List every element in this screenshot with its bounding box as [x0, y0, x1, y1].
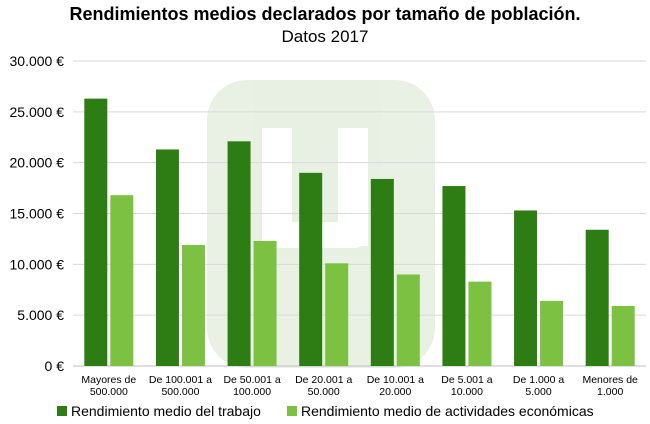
bar	[155, 149, 179, 366]
x-tick-label: De 10.001 a	[367, 374, 424, 386]
x-tick-label: De 20.001 a	[295, 374, 352, 386]
x-tick-label: Menores de	[582, 374, 638, 386]
bar	[514, 210, 538, 366]
bar	[84, 98, 108, 366]
y-tick-label: 15.000 €	[10, 206, 65, 222]
legend-swatch	[57, 406, 67, 416]
x-tick-label: 100.000	[233, 386, 271, 398]
x-tick-label: De 5.001 a	[441, 374, 493, 386]
y-tick-label: 25.000 €	[10, 104, 65, 120]
bar	[370, 178, 394, 366]
legend-label: Rendimiento medio de actividades económi…	[301, 403, 594, 419]
bar	[227, 141, 251, 366]
bar	[442, 186, 466, 366]
x-tick-label: De 100.001 a	[149, 374, 212, 386]
bar	[468, 281, 492, 366]
legend-swatch	[287, 406, 297, 416]
y-tick-label: 5.000 €	[17, 307, 64, 323]
x-tick-label: 10.000	[451, 386, 483, 398]
y-tick-label: 20.000 €	[10, 155, 65, 171]
x-tick-label: 1.000	[597, 386, 623, 398]
x-tick-label: 500.000	[90, 386, 128, 398]
y-tick-label: 30.000 €	[10, 53, 65, 69]
x-tick-label: 50.000	[308, 386, 340, 398]
y-tick-label: 0 €	[45, 358, 65, 374]
x-tick-label: 500.000	[161, 386, 199, 398]
y-tick-label: 10.000 €	[10, 256, 65, 272]
bar	[110, 195, 134, 366]
x-tick-label: 20.000	[379, 386, 411, 398]
x-tick-label: Mayores de	[81, 374, 136, 386]
bar	[325, 263, 349, 366]
x-tick-label: De 1.000 a	[513, 374, 565, 386]
bar	[585, 229, 609, 366]
chart-title: Rendimientos medios declarados por tamañ…	[69, 4, 581, 24]
bar	[253, 240, 277, 366]
bar	[396, 274, 420, 366]
bar	[299, 172, 323, 366]
chart-subtitle: Datos 2017	[281, 27, 369, 46]
bar	[540, 300, 564, 366]
bar	[181, 245, 205, 366]
x-tick-label: 5.000	[525, 386, 551, 398]
legend-label: Rendimiento medio del trabajo	[71, 403, 261, 419]
x-tick-label: De 50.001 a	[223, 374, 280, 386]
bar	[611, 306, 635, 366]
